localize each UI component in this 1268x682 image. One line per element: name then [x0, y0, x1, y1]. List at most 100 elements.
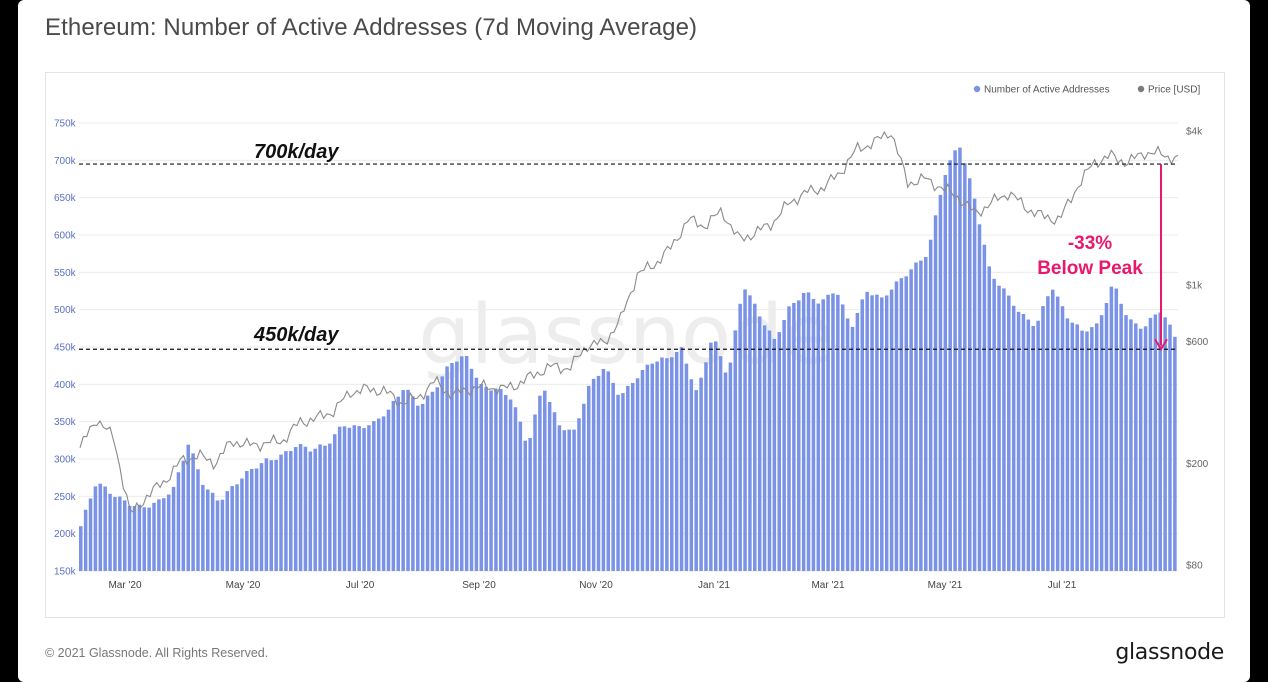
bar: [274, 459, 278, 571]
glassnode-logo[interactable]: glassnode: [1115, 640, 1224, 665]
legend-dot-active-addresses: [973, 85, 981, 93]
bar: [743, 289, 747, 571]
bar: [1094, 323, 1099, 571]
bar: [772, 338, 777, 571]
bar: [821, 299, 825, 571]
legend-entry-active-addresses[interactable]: Number of Active Addresses: [984, 85, 1110, 96]
bar: [870, 295, 874, 571]
bar: [469, 368, 474, 571]
bar: [704, 362, 708, 571]
annotations: 700k/day 450k/day -33% Below Peak: [79, 141, 1178, 352]
bar: [875, 294, 879, 571]
bar: [1148, 317, 1153, 571]
y-right-tick-label: $4k: [1186, 127, 1203, 138]
bar: [220, 499, 225, 571]
annotation-below-peak: Below Peak: [1037, 258, 1143, 279]
bar: [108, 493, 112, 571]
bar: [914, 262, 918, 571]
bar: [1114, 288, 1119, 571]
bar: [909, 269, 913, 571]
bar: [142, 507, 147, 571]
x-tick-label: Mar '21: [811, 580, 844, 591]
bar: [132, 505, 137, 571]
bar: [538, 395, 542, 571]
bar: [611, 382, 615, 571]
bar: [147, 507, 151, 571]
bar: [845, 318, 850, 571]
bar: [118, 496, 122, 571]
x-tick-label: Nov '20: [579, 580, 613, 591]
bar: [586, 385, 591, 571]
bar: [362, 428, 366, 571]
bar: [1099, 315, 1104, 571]
bar: [357, 426, 361, 571]
legend-dot-price: [1137, 85, 1145, 93]
bar: [181, 460, 186, 571]
bar: [616, 394, 620, 571]
legend[interactable]: Number of Active Addresses Price [USD]: [973, 85, 1201, 96]
bar: [445, 366, 449, 571]
x-tick-label: Mar '20: [108, 580, 141, 591]
y-tick-label: 750k: [54, 119, 77, 130]
bar: [645, 364, 650, 571]
page-title: Ethereum: Number of Active Addresses (7d…: [45, 14, 698, 41]
x-tick-label: Jan '21: [698, 580, 730, 591]
bar: [332, 434, 337, 571]
y-axis-left: 150k 200k 250k 300k 350k 400k 450k 500k 550k 600k…: [54, 119, 77, 578]
bar: [323, 445, 327, 571]
bar: [699, 377, 703, 571]
y-axis-right: $80 $200 $600 $1k $4k: [1186, 127, 1209, 572]
bar: [440, 376, 444, 571]
bar: [884, 295, 889, 571]
legend-entry-price[interactable]: Price [USD]: [1148, 85, 1200, 96]
bar: [210, 492, 215, 571]
bar: [621, 393, 625, 571]
y-right-tick-label: $600: [1186, 337, 1209, 348]
bar: [967, 178, 972, 571]
bar: [552, 412, 557, 571]
bar: [254, 468, 259, 571]
bar: [562, 430, 567, 571]
bar: [674, 351, 679, 571]
bar: [679, 347, 684, 571]
bar: [240, 478, 244, 571]
bar: [982, 244, 987, 572]
bar: [1002, 288, 1006, 571]
bars: [79, 147, 1177, 572]
bar: [757, 316, 762, 571]
bar: [1119, 303, 1123, 571]
bar: [420, 403, 425, 571]
bar: [665, 358, 669, 571]
annotation-700k: 700k/day: [254, 141, 339, 163]
bar: [127, 505, 132, 571]
bar: [836, 294, 840, 571]
bar: [567, 429, 571, 571]
chart: glassnode Number of Active Addresses Pri…: [54, 85, 1209, 592]
bar: [342, 426, 347, 571]
bar: [689, 379, 694, 571]
bar: [201, 484, 205, 571]
bar: [1163, 317, 1167, 571]
bar: [88, 498, 93, 571]
bar: [367, 425, 371, 571]
x-axis: Mar '20 May '20 Jul '20 Sep '20 Nov '20 Jan '…: [108, 580, 1076, 591]
bar: [83, 509, 88, 571]
bar: [352, 425, 357, 571]
bar: [723, 372, 728, 571]
bar: [230, 486, 234, 571]
bar: [489, 390, 493, 571]
bar: [543, 390, 547, 571]
bar: [670, 357, 674, 571]
bar: [630, 383, 635, 571]
bar: [997, 285, 1001, 571]
bar: [518, 421, 523, 571]
bar: [137, 504, 142, 571]
y-tick-label: 450k: [54, 343, 77, 354]
bar: [396, 396, 401, 571]
bar: [289, 451, 293, 571]
bar: [381, 416, 386, 571]
x-tick-label: Sep '20: [462, 580, 496, 591]
bar: [1104, 303, 1109, 571]
bar: [171, 486, 176, 571]
bar: [337, 426, 342, 571]
